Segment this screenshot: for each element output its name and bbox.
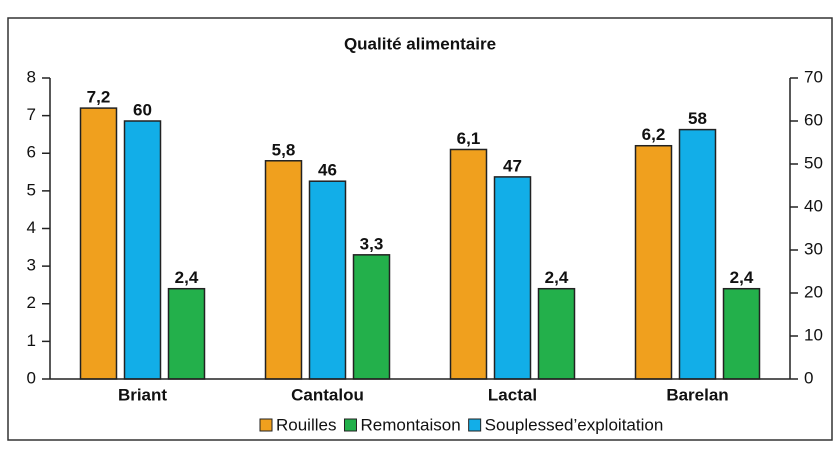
- bar: [167, 287, 206, 380]
- y2-tick-label: 0: [804, 368, 813, 387]
- y-tick-label: 0: [27, 368, 36, 387]
- y2-tick-label: 20: [804, 282, 823, 301]
- x-tick-label: Lactal: [488, 385, 537, 404]
- data-label: 46: [318, 161, 337, 180]
- bar: [678, 128, 717, 380]
- bar: [722, 287, 761, 380]
- x-tick-label: Briant: [118, 385, 167, 404]
- x-tick-label: Barelan: [666, 385, 728, 404]
- bar: [79, 107, 118, 380]
- chart-title: Qualité alimentaire: [344, 34, 496, 53]
- y2-tick-label: 40: [804, 196, 823, 215]
- bar: [123, 120, 162, 380]
- x-tick-label: Cantalou: [291, 385, 364, 404]
- y2-tick-label: 10: [804, 325, 823, 344]
- data-label: 58: [688, 109, 707, 128]
- legend-label: Remontaison: [360, 415, 460, 434]
- bar: [308, 180, 347, 380]
- y-tick-label: 2: [27, 293, 36, 312]
- legend-swatch: [259, 418, 273, 432]
- y-tick-label: 5: [27, 180, 36, 199]
- y-tick-label: 7: [27, 105, 36, 124]
- y-tick-label: 4: [27, 218, 36, 237]
- data-label: 2,4: [545, 268, 569, 287]
- y2-tick-label: 50: [804, 153, 823, 172]
- y-tick-label: 1: [27, 331, 36, 350]
- data-label: 6,2: [642, 125, 666, 144]
- bar: [352, 254, 391, 380]
- bar: [264, 160, 303, 380]
- bar: [449, 148, 488, 380]
- legend-swatch: [468, 418, 482, 432]
- data-label: 3,3: [360, 234, 384, 253]
- bar: [493, 176, 532, 380]
- data-label: 2,4: [175, 268, 199, 287]
- data-label: 47: [503, 156, 522, 175]
- data-label: 60: [133, 100, 152, 119]
- bar: [537, 287, 576, 380]
- y2-tick-label: 70: [804, 67, 823, 86]
- data-label: 7,2: [87, 88, 111, 107]
- data-label: 5,8: [272, 140, 296, 159]
- data-label: 2,4: [730, 268, 754, 287]
- legend-label: Souplessed’exploitation: [485, 415, 664, 434]
- legend-label: Rouilles: [276, 415, 336, 434]
- y-tick-label: 6: [27, 143, 36, 162]
- legend-swatch: [343, 418, 357, 432]
- y-tick-label: 8: [27, 67, 36, 86]
- y2-tick-label: 30: [804, 239, 823, 258]
- data-label: 6,1: [457, 129, 481, 148]
- y2-tick-label: 60: [804, 110, 823, 129]
- y-tick-label: 3: [27, 256, 36, 275]
- bar: [634, 144, 673, 380]
